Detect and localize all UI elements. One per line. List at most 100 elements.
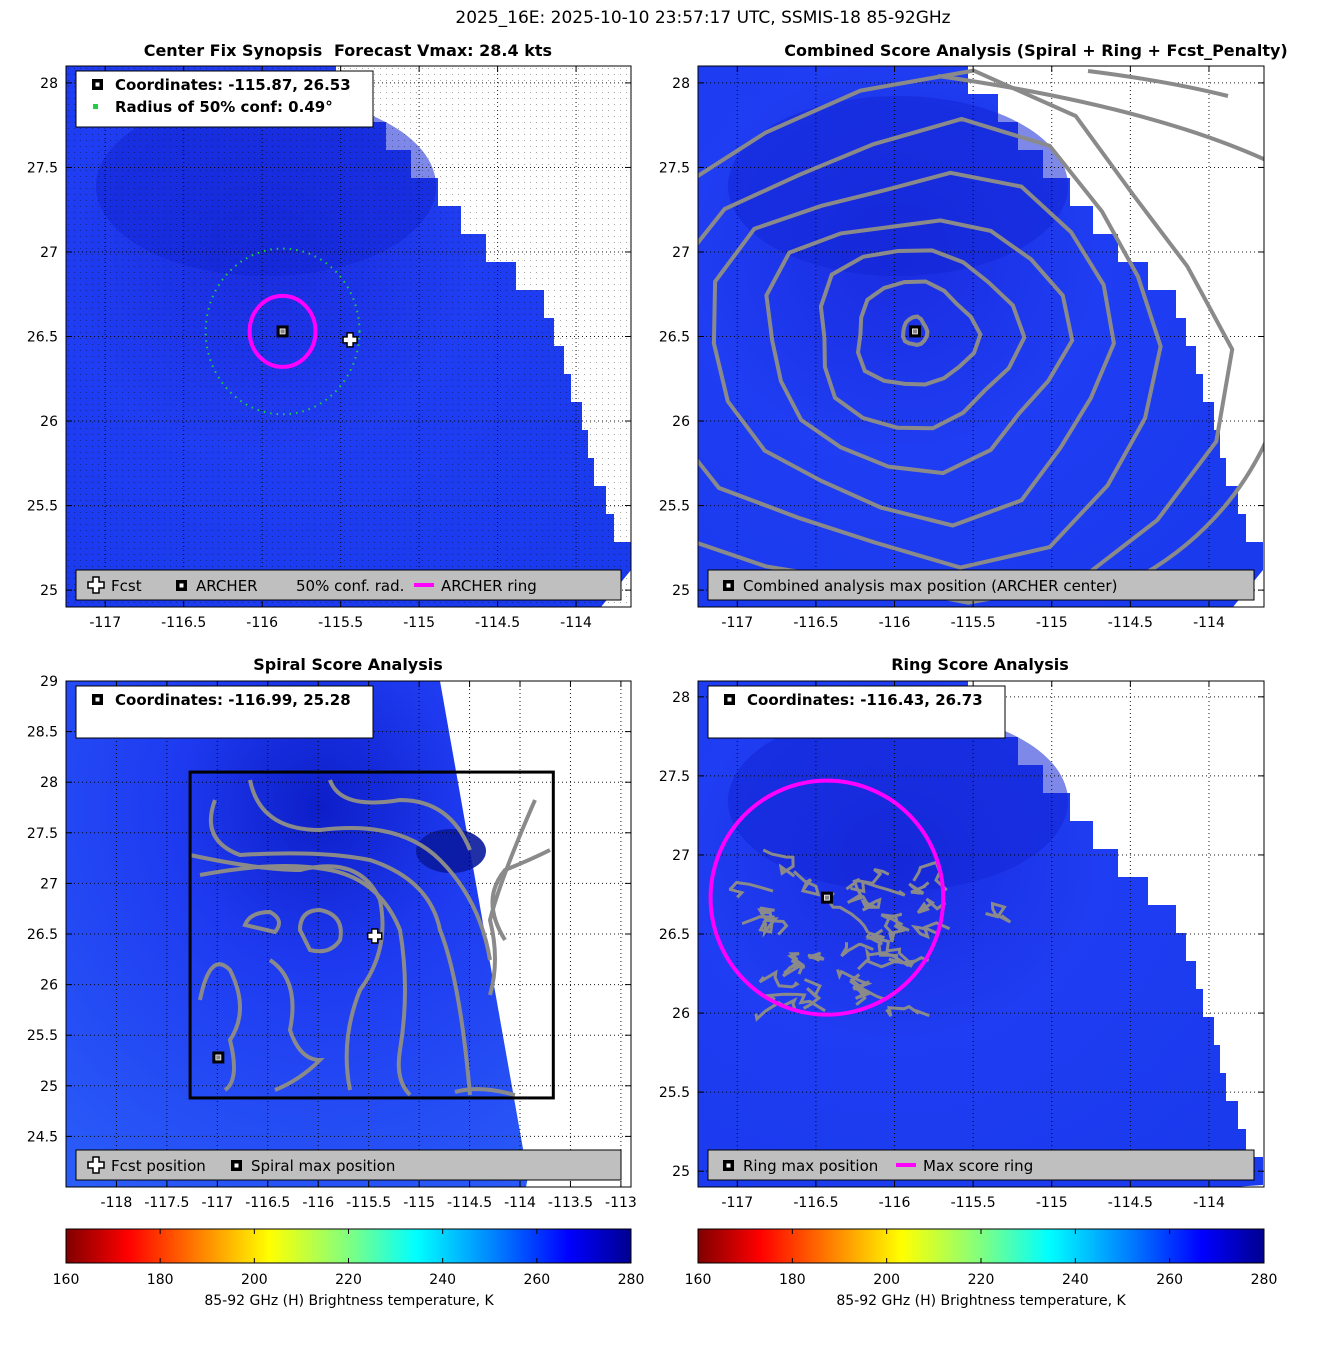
ring-score-contour	[865, 931, 899, 964]
info-square-icon-inner	[95, 697, 100, 702]
colorbar-tick-label: 180	[147, 1272, 174, 1288]
x-tick-label: -114	[1193, 1195, 1225, 1211]
fcst-marker	[342, 332, 358, 348]
y-tick-label: 27.5	[27, 160, 58, 176]
colorbar-tick-label: 220	[335, 1272, 362, 1288]
y-tick-label: 26	[40, 414, 58, 430]
colorbar-tick-label: 220	[968, 1272, 995, 1288]
x-tick-label: -116.5	[793, 1195, 838, 1211]
y-tick-label: 26.5	[27, 330, 58, 346]
x-tick-label: -113	[605, 1195, 637, 1211]
y-tick-label: 25.5	[659, 1085, 690, 1101]
y-tick-label: 25	[40, 583, 58, 599]
ring-score-contour	[985, 901, 1012, 924]
legend-label: Max score ring	[923, 1157, 1033, 1175]
colorbar-tick-label: 160	[685, 1272, 712, 1288]
colorbar-right-label: 85-92 GHz (H) Brightness temperature, K	[836, 1293, 1126, 1309]
synopsis-plot-area: -117 -116.5 -116 -115.5 -115 -114.5 -114 25 25.5…	[27, 65, 632, 631]
y-tick-label: 28	[40, 775, 58, 791]
spiral-contour	[297, 907, 343, 954]
score-contour	[711, 170, 1116, 528]
colorbar-left: 160 180 200 220 240 260 280 85-92 GHz (H) Brig…	[53, 1228, 644, 1309]
y-tick-label: 26.5	[659, 927, 690, 943]
x-tick-label: -116	[879, 615, 911, 631]
x-tick-label: -117	[89, 615, 121, 631]
x-tick-label: -114	[1193, 615, 1225, 631]
colorbar-tick-label: 240	[429, 1272, 456, 1288]
ring-score-contour	[916, 897, 947, 914]
x-tick-label: -118	[101, 1195, 133, 1211]
spiral-contour	[209, 799, 472, 1096]
synopsis-vmax: Forecast Vmax: 28.4 kts	[334, 41, 552, 60]
ring-score-contour	[762, 848, 796, 878]
score-contour	[900, 314, 930, 347]
x-tick-label: -114.5	[475, 615, 520, 631]
x-tick-label: -115	[1036, 1195, 1068, 1211]
legend-fcst-icon	[87, 1156, 105, 1174]
colorbar-tick-label: 180	[779, 1272, 806, 1288]
colorbar-tick-label: 160	[53, 1272, 80, 1288]
score-contour	[818, 248, 1027, 431]
ring-score-contour	[728, 880, 774, 899]
ring-score-contour	[836, 969, 873, 991]
ring-circle	[708, 778, 946, 1017]
x-tick-label: -115.5	[318, 615, 363, 631]
cold-cloud-region	[416, 829, 486, 873]
synopsis-panel: Center Fix Synopsis Forecast Vmax: 28.4 …	[27, 41, 632, 631]
y-tick-label: 27	[40, 245, 58, 261]
x-tick-label: -117	[721, 615, 753, 631]
info-green-dot-icon	[93, 104, 98, 109]
combined-panel: Combined Score Analysis (Spiral + Ring +…	[659, 41, 1288, 631]
colorbar-tick-label: 260	[1156, 1272, 1183, 1288]
plot-inner	[66, 681, 631, 1187]
combined-plot-area: -117 -116.5 -116 -115.5 -115 -114.5 -114 25 25.5…	[659, 65, 1265, 631]
ring-panel: Ring Score Analysis -117 -116.5 -116 -115.5…	[659, 655, 1265, 1211]
y-tick-label: 26	[40, 978, 58, 994]
ring-score-contour	[860, 897, 882, 912]
legend-box	[75, 1149, 622, 1181]
y-tick-label: 25	[672, 1164, 690, 1180]
ring-score-contour	[807, 951, 825, 962]
legend-label: Fcst position	[111, 1157, 206, 1175]
y-tick-label: 27.5	[659, 160, 690, 176]
spiral-contour	[328, 779, 472, 851]
info-box	[75, 70, 374, 128]
search-box	[188, 770, 555, 1100]
x-tick-label: -115.5	[346, 1195, 391, 1211]
ring-score-contour	[792, 870, 821, 897]
legend-square-icon-inner	[234, 1163, 239, 1168]
x-tick-label: -115	[403, 1195, 435, 1211]
spiral-plot-area: -118 -117.5 -117 -116.5 -116 -115.5 -115 -114.5…	[27, 674, 637, 1211]
y-tick-label: 27.5	[27, 826, 58, 842]
x-tick-label: -116	[302, 1195, 334, 1211]
colorbar-left-label: 85-92 GHz (H) Brightness temperature, K	[204, 1293, 494, 1309]
y-tick-label: 26.5	[659, 330, 690, 346]
brightness-swath	[66, 681, 528, 1187]
colorbar-right: 160 180 200 220 240 260 280 85-92 GHz (H) Brig…	[685, 1228, 1277, 1309]
y-tick-label: 25	[40, 1079, 58, 1095]
plot-inner	[66, 66, 631, 607]
ring-max-marker-inner	[824, 894, 830, 901]
spiral-panel: Spiral Score Analysis -118 -117.5 -117 -116…	[27, 655, 637, 1211]
score-contour	[698, 116, 1163, 570]
y-tick-label: 25.5	[27, 1028, 58, 1044]
spiral-contour	[242, 909, 281, 935]
spiral-contour	[487, 799, 537, 996]
x-tick-label: -114	[504, 1195, 536, 1211]
y-tick-label: 28	[40, 76, 58, 92]
y-tick-label: 26	[672, 414, 690, 430]
x-tick-label: -117	[201, 1195, 233, 1211]
colorbar-tick-label: 260	[523, 1272, 550, 1288]
y-tick-label: 29	[40, 674, 58, 690]
cold-cloud-region	[728, 711, 1068, 891]
legend-label: Spiral max position	[251, 1157, 395, 1175]
y-tick-label: 28	[672, 76, 690, 92]
ring-score-contour	[908, 881, 930, 895]
x-tick-label: -114.5	[1108, 615, 1153, 631]
legend-label: 50% conf. rad.	[296, 577, 404, 595]
ring-score-contour	[852, 985, 873, 1006]
y-tick-label: 25.5	[659, 499, 690, 515]
x-tick-label: -115	[403, 615, 435, 631]
x-tick-label: -117.5	[144, 1195, 189, 1211]
